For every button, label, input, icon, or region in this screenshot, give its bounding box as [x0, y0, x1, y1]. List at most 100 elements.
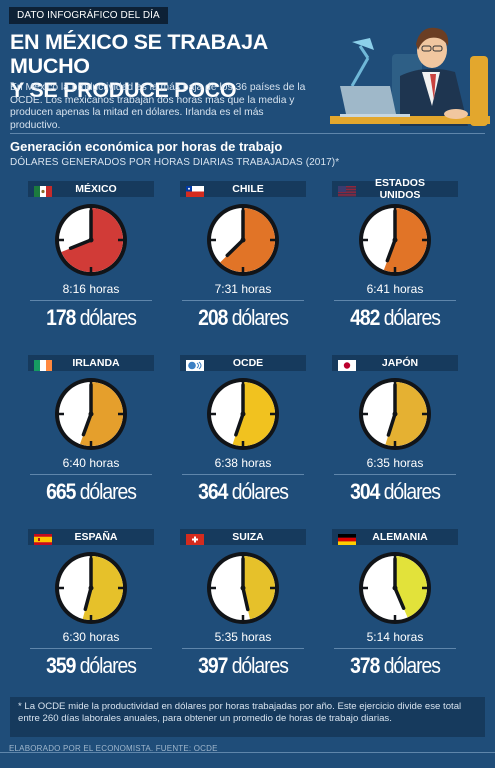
clock-icon	[55, 378, 127, 450]
dollars-label: 397 dólares	[181, 653, 306, 679]
clock-center	[88, 585, 94, 591]
usa-flag-icon	[338, 184, 356, 196]
clock-hour-hand	[241, 586, 250, 612]
hours-label: 5:14 horas	[324, 630, 466, 644]
cell-divider	[334, 474, 456, 475]
country-cell: MÉXICO 8:16 horas 178 dólares	[20, 181, 172, 351]
country-label-bar: ALEMANIA	[332, 529, 458, 545]
ireland-flag-icon	[34, 358, 52, 371]
country-label-bar: MÉXICO	[28, 181, 154, 197]
mexico-flag-icon	[34, 184, 52, 197]
clock-chart-mark	[54, 551, 128, 625]
dollars-value: 359	[46, 653, 76, 678]
headline-line-1: EN MÉXICO SE TRABAJA MUCHO	[10, 30, 268, 78]
cell-divider	[30, 474, 152, 475]
dollars-unit: dólares	[383, 479, 441, 504]
dollars-unit: dólares	[231, 653, 289, 678]
clock-center	[392, 237, 398, 243]
country-label-bar: CHILE	[180, 181, 306, 197]
headline: EN MÉXICO SE TRABAJA MUCHO Y SE PRODUCE …	[10, 30, 350, 102]
hours-unit: horas	[393, 282, 424, 296]
chile-flag-icon	[186, 184, 204, 197]
hours-value: 6:38	[214, 456, 238, 470]
hours-unit: horas	[241, 282, 272, 296]
country-cell: ESTADOS UNIDOS 6:41 horas 482 dólares	[324, 177, 476, 351]
country-name: ALEMANIA	[372, 531, 428, 543]
germany-flag-icon	[338, 532, 356, 545]
country-label-bar: ESPAÑA	[28, 529, 154, 545]
bottom-divider	[0, 752, 495, 753]
clock-hour-hand	[81, 412, 93, 437]
clock-center	[240, 585, 246, 591]
country-name: IRLANDA	[72, 357, 120, 369]
hours-unit: horas	[393, 456, 424, 470]
clock-hour-hand	[83, 586, 93, 611]
dollars-unit: dólares	[79, 479, 137, 504]
clock-center	[240, 237, 246, 243]
hours-value: 6:35	[366, 456, 390, 470]
hours-unit: horas	[89, 456, 120, 470]
country-cell: ALEMANIA 5:14 horas 378 dólares	[324, 529, 476, 699]
country-name: ESPAÑA	[74, 531, 118, 543]
dollars-label: 482 dólares	[333, 305, 458, 331]
cell-divider	[182, 648, 304, 649]
country-label-bar: OCDE	[180, 355, 306, 371]
country-label-bar: ESTADOS UNIDOS	[332, 177, 458, 201]
country-cell: SUIZA 5:35 horas 397 dólares	[172, 529, 324, 699]
clock-icon	[359, 204, 431, 276]
country-name: OCDE	[232, 357, 264, 369]
dollars-unit: dólares	[79, 653, 137, 678]
hours-value: 7:31	[214, 282, 238, 296]
country-cell: IRLANDA 6:40 horas 665 dólares	[20, 355, 172, 525]
clock-sector	[82, 556, 124, 620]
dollars-value: 178	[46, 305, 76, 330]
hours-value: 8:16	[62, 282, 86, 296]
country-name: JAPÓN	[381, 357, 419, 369]
hours-unit: horas	[241, 456, 272, 470]
headline-line-2: Y SE PRODUCE POCO	[10, 78, 237, 102]
hours-label: 8:16 horas	[20, 282, 162, 296]
clock-chart-mark	[358, 377, 432, 451]
hours-label: 6:30 horas	[20, 630, 162, 644]
dollars-label: 304 dólares	[333, 479, 458, 505]
chart-subtitle: DÓLARES GENERADOS POR HORAS DIARIAS TRAB…	[10, 157, 340, 168]
hours-unit: horas	[393, 630, 424, 644]
clock-chart-mark	[358, 551, 432, 625]
hours-label: 6:35 horas	[324, 456, 466, 470]
oecd-logo-icon	[186, 358, 204, 371]
hours-label: 7:31 horas	[172, 282, 314, 296]
dollars-unit: dólares	[231, 479, 289, 504]
country-label-bar: SUIZA	[180, 529, 306, 545]
clock-chart-mark	[358, 203, 432, 277]
dollars-value: 208	[198, 305, 228, 330]
dollars-unit: dólares	[231, 305, 289, 330]
clock-chart-mark	[206, 203, 280, 277]
dollars-label: 208 dólares	[181, 305, 306, 331]
clock-hour-hand	[225, 238, 245, 258]
clock-hour-hand	[234, 412, 245, 437]
dollars-value: 378	[350, 653, 380, 678]
clock-icon	[359, 378, 431, 450]
clock-icon	[207, 204, 279, 276]
cell-divider	[182, 300, 304, 301]
switzerland-flag-icon	[186, 532, 204, 545]
clock-sector	[395, 556, 427, 618]
country-cell: OCDE 6:38 horas 364 dólares	[172, 355, 324, 525]
dollars-unit: dólares	[383, 653, 441, 678]
hours-label: 6:41 horas	[324, 282, 466, 296]
clock-sector	[220, 208, 276, 272]
clock-icon	[207, 552, 279, 624]
source-credit: ELABORADO POR EL ECONOMISTA. FUENTE: OCD…	[9, 744, 218, 753]
dollars-value: 397	[198, 653, 228, 678]
dollars-value: 364	[198, 479, 228, 504]
hours-label: 5:35 horas	[172, 630, 314, 644]
clock-hour-hand	[385, 238, 397, 263]
dollars-label: 378 dólares	[333, 653, 458, 679]
section-tag: DATO INFOGRÁFICO DEL DÍA	[9, 7, 168, 24]
cell-divider	[182, 474, 304, 475]
dollars-unit: dólares	[79, 305, 137, 330]
hours-value: 6:40	[62, 456, 86, 470]
hours-label: 6:38 horas	[172, 456, 314, 470]
spain-flag-icon	[34, 532, 52, 545]
country-cell: JAPÓN 6:35 horas 304 dólares	[324, 355, 476, 525]
